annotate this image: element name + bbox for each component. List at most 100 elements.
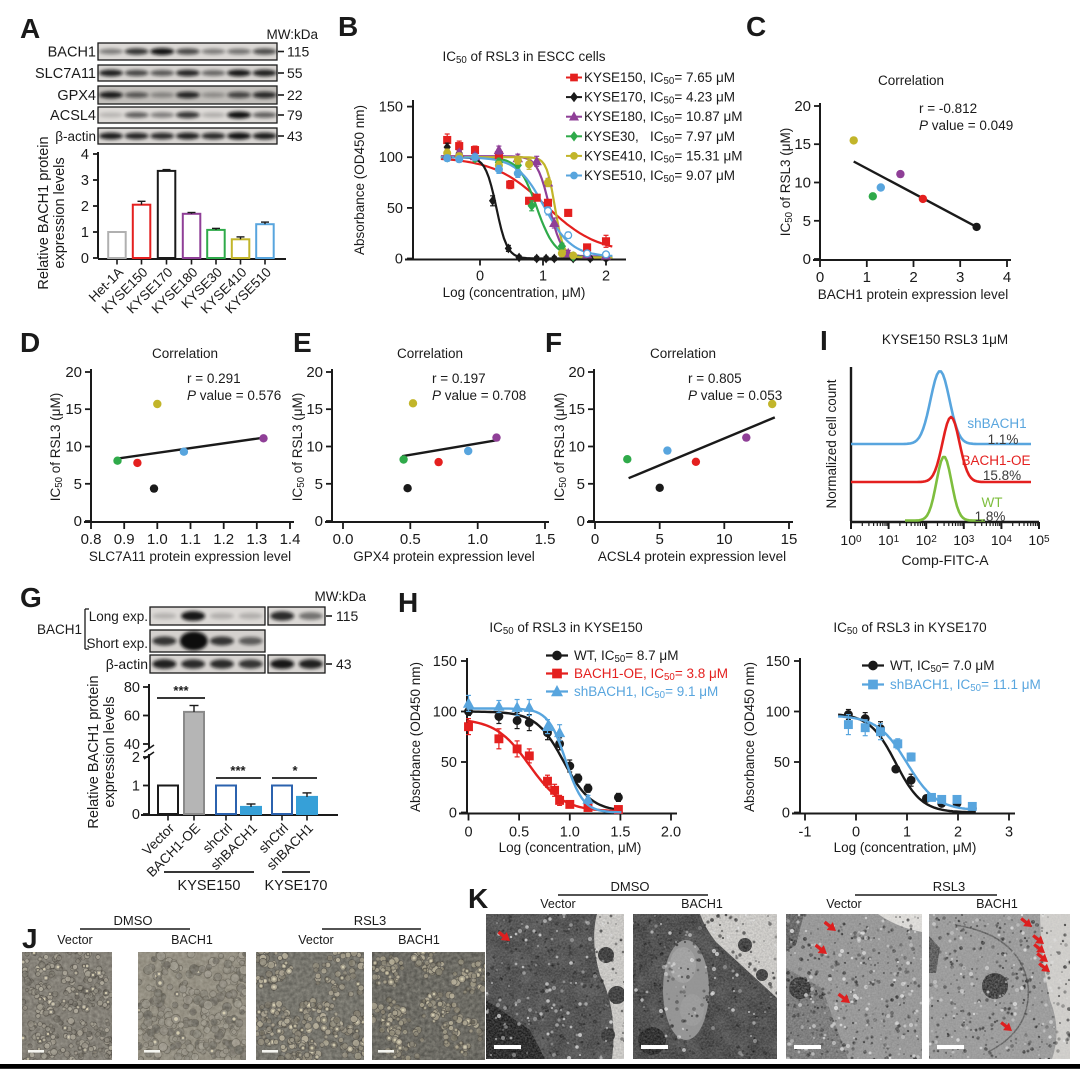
svg-text:5: 5 [577,476,585,493]
svg-text:KYSE510, IC50= 9.07 μM: KYSE510, IC50= 9.07 μM [584,168,735,185]
svg-text:15.8%: 15.8% [983,468,1021,483]
svg-text:1: 1 [539,269,547,285]
svg-text:P value = 0.708: P value = 0.708 [432,388,526,403]
svg-text:***: *** [230,763,246,778]
svg-text:5: 5 [74,476,82,493]
svg-text:5: 5 [315,476,323,493]
svg-text:P value = 0.576: P value = 0.576 [187,388,281,403]
svg-text:0.0: 0.0 [333,531,354,548]
svg-text:0: 0 [782,806,790,822]
svg-text:100: 100 [840,532,862,548]
svg-text:1.8%: 1.8% [975,509,1006,524]
svg-text:10: 10 [65,439,82,456]
svg-text:20: 20 [568,364,585,381]
svg-text:55: 55 [287,65,303,81]
svg-text:C: C [746,11,766,42]
svg-text:0.8: 0.8 [81,531,102,548]
svg-text:β-actin: β-actin [106,656,148,672]
svg-text:MW:kDa: MW:kDa [314,589,366,604]
svg-text:BACH1: BACH1 [398,933,440,947]
svg-text:ACSL4 protein expression level: ACSL4 protein expression level [598,549,786,564]
svg-text:IC50 of RSL3 (μM): IC50 of RSL3 (μM) [290,393,307,502]
svg-text:0: 0 [816,269,824,286]
svg-text:Correlation: Correlation [878,73,944,88]
svg-text:2.0: 2.0 [661,825,681,841]
svg-text:D: D [20,327,40,358]
svg-text:15: 15 [306,401,323,418]
svg-text:KYSE150, IC50= 7.65 μM: KYSE150, IC50= 7.65 μM [584,70,735,87]
svg-text:2: 2 [602,269,610,285]
svg-text:1.0: 1.0 [467,531,488,548]
svg-text:Correlation: Correlation [650,346,716,361]
svg-text:r = 0.197: r = 0.197 [432,371,486,386]
svg-text:3: 3 [81,173,89,189]
svg-text:BACH1: BACH1 [171,933,213,947]
svg-text:0: 0 [803,251,811,268]
svg-text:1.5: 1.5 [535,531,556,548]
svg-text:Long exp.: Long exp. [89,609,148,624]
svg-text:Vector: Vector [540,897,575,911]
svg-text:IC50 of RSL3 in ESCC cells: IC50 of RSL3 in ESCC cells [442,49,605,66]
svg-text:BACH1-OE, IC50= 3.8 μM: BACH1-OE, IC50= 3.8 μM [574,666,728,683]
svg-text:40: 40 [124,737,140,753]
svg-text:0: 0 [132,807,140,823]
svg-text:IC50 of RSL3 (μM): IC50 of RSL3 (μM) [552,393,569,502]
svg-text:IC50 of RSL3 in KYSE150: IC50 of RSL3 in KYSE150 [489,620,642,637]
svg-text:KYSE170: KYSE170 [265,878,328,894]
svg-text:KYSE150 RSL3 1μM: KYSE150 RSL3 1μM [882,332,1008,347]
svg-text:Log (concentration, μM): Log (concentration, μM) [443,285,586,300]
svg-text:Relative BACH1 protein: Relative BACH1 protein [86,675,102,828]
svg-text:1.2: 1.2 [213,531,234,548]
svg-text:3: 3 [1005,825,1013,841]
svg-text:Short exp.: Short exp. [86,636,148,651]
svg-text:P value = 0.049: P value = 0.049 [919,118,1013,133]
svg-text:103: 103 [953,532,975,548]
svg-text:BACH1 protein expression level: BACH1 protein expression level [818,287,1009,302]
svg-text:10: 10 [716,531,733,548]
svg-text:E: E [293,327,312,358]
svg-text:Absorbance (OD450 nm): Absorbance (OD450 nm) [742,662,757,812]
svg-text:shBACH1, IC50= 9.1 μM: shBACH1, IC50= 9.1 μM [574,684,718,701]
svg-text:20: 20 [306,364,323,381]
svg-text:IC50 of RSL3 (μM): IC50 of RSL3 (μM) [48,393,65,502]
svg-text:0: 0 [395,252,403,268]
svg-text:1.1: 1.1 [180,531,201,548]
svg-text:K: K [468,883,488,914]
svg-text:150: 150 [379,100,403,116]
svg-text:10: 10 [794,175,811,192]
svg-text:100: 100 [766,705,790,721]
svg-text:Absorbance (OD450 nm): Absorbance (OD450 nm) [408,662,423,812]
svg-text:115: 115 [287,44,310,60]
svg-text:0: 0 [577,513,585,530]
svg-text:Log (concentration, μM): Log (concentration, μM) [834,840,977,855]
svg-text:102: 102 [916,532,938,548]
svg-text:1: 1 [81,225,89,241]
svg-text:Correlation: Correlation [152,346,218,361]
svg-text:r = -0.812: r = -0.812 [919,101,977,116]
svg-text:SLC7A11: SLC7A11 [35,66,96,82]
svg-text:0: 0 [476,269,484,285]
svg-text:0.5: 0.5 [509,825,529,841]
svg-text:Normalized cell count: Normalized cell count [824,379,839,508]
svg-text:expression levels: expression levels [102,696,118,807]
svg-text:115: 115 [336,608,359,624]
svg-text:0: 0 [81,251,89,267]
svg-text:KYSE150: KYSE150 [178,878,241,894]
svg-text:G: G [20,582,42,613]
svg-text:BACH1-OE: BACH1-OE [961,453,1030,468]
svg-text:1.5: 1.5 [610,825,630,841]
svg-text:1.1%: 1.1% [988,432,1019,447]
svg-text:0: 0 [315,513,323,530]
svg-text:2: 2 [909,269,917,286]
svg-text:15: 15 [794,136,811,153]
svg-text:79: 79 [287,107,303,123]
svg-text:Log (concentration, μM): Log (concentration, μM) [499,840,642,855]
svg-text:100: 100 [433,705,457,721]
svg-text:BACH1: BACH1 [976,897,1018,911]
svg-text:10: 10 [568,439,585,456]
svg-text:50: 50 [774,755,790,771]
svg-text:KYSE180, IC50= 10.87 μM: KYSE180, IC50= 10.87 μM [584,109,743,126]
svg-text:20: 20 [65,364,82,381]
svg-text:Comp-FITC-A: Comp-FITC-A [901,552,989,568]
svg-text:β-actin: β-actin [55,129,96,144]
